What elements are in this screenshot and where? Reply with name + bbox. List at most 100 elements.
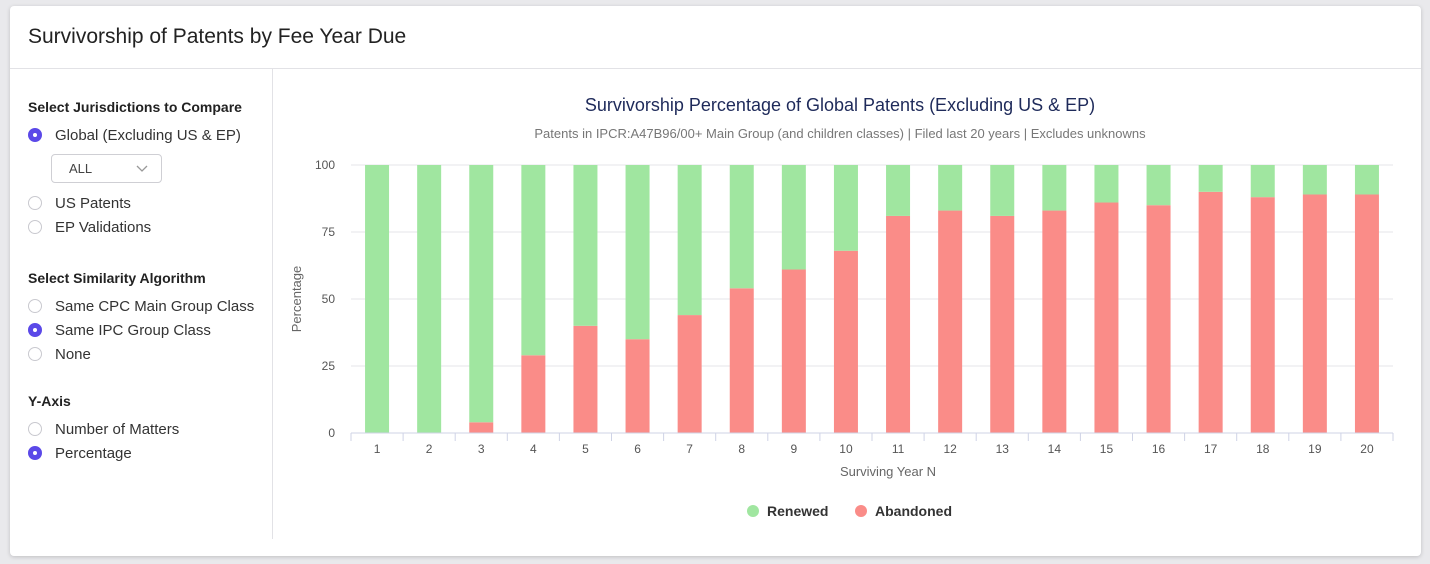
bar-abandoned xyxy=(521,355,546,433)
x-tick-label: 9 xyxy=(791,442,798,456)
bar-abandoned xyxy=(1042,210,1067,433)
y-tick-label: 25 xyxy=(322,359,336,373)
x-tick-label: 6 xyxy=(634,442,641,456)
yaxis-option-matters[interactable]: Number of Matters xyxy=(28,417,179,441)
x-tick-label: 10 xyxy=(839,442,853,456)
yaxis-option-percentage[interactable]: Percentage xyxy=(28,441,179,465)
bar-renewed xyxy=(1146,165,1171,206)
stacked-bar-chart: Survivorship Percentage of Global Patent… xyxy=(289,95,1394,519)
x-tick-label: 13 xyxy=(996,442,1010,456)
jurisdiction-option-label: US Patents xyxy=(55,194,131,212)
bar-renewed xyxy=(365,165,390,433)
y-tick-labels: 0 25 50 75 100 xyxy=(315,158,335,440)
x-tick-label: 20 xyxy=(1360,442,1374,456)
yaxis-group-title: Y-Axis xyxy=(28,393,71,409)
algorithm-option-label: Same IPC Group Class xyxy=(55,321,211,339)
jurisdiction-option-ep[interactable]: EP Validations xyxy=(28,215,242,239)
legend-swatch-renewed xyxy=(747,505,759,517)
bar-abandoned xyxy=(729,288,754,433)
bar-renewed xyxy=(990,165,1015,216)
chart-legend: Renewed Abandoned xyxy=(747,503,952,519)
algorithm-option-none[interactable]: None xyxy=(28,342,254,366)
algorithm-option-label: None xyxy=(55,345,91,363)
bars xyxy=(365,165,1379,433)
bar-abandoned xyxy=(1198,191,1223,433)
bar-renewed xyxy=(625,165,650,340)
bar-renewed xyxy=(417,165,442,433)
bar-abandoned xyxy=(677,315,702,433)
bar-renewed xyxy=(1354,165,1379,195)
survivorship-card: Survivorship of Patents by Fee Year Due … xyxy=(10,6,1421,556)
bar-abandoned xyxy=(573,325,598,433)
bar-abandoned xyxy=(1354,194,1379,433)
y-tick-label: 75 xyxy=(322,225,336,239)
algorithm-group-title: Select Similarity Algorithm xyxy=(28,270,206,286)
x-tick-label: 4 xyxy=(530,442,537,456)
bar-abandoned xyxy=(1146,205,1171,433)
yaxis-option-label: Percentage xyxy=(55,444,132,462)
bar-renewed xyxy=(729,165,754,289)
yaxis-group: Y-Axis Number of Matters Percentage xyxy=(28,393,179,465)
jurisdiction-group-title: Select Jurisdictions to Compare xyxy=(28,99,242,115)
bar-renewed xyxy=(521,165,546,356)
algorithm-option-ipc[interactable]: Same IPC Group Class xyxy=(28,318,254,342)
bar-abandoned xyxy=(625,339,650,433)
radio-button[interactable] xyxy=(28,446,42,460)
bar-abandoned xyxy=(469,422,494,433)
bar-renewed xyxy=(938,165,963,211)
x-tick-label: 5 xyxy=(582,442,589,456)
y-axis-title: Percentage xyxy=(289,266,304,333)
bar-abandoned xyxy=(938,210,963,433)
radio-button[interactable] xyxy=(28,196,42,210)
legend-swatch-abandoned xyxy=(855,505,867,517)
x-axis-title: Surviving Year N xyxy=(840,464,936,479)
radio-button[interactable] xyxy=(28,422,42,436)
radio-button[interactable] xyxy=(28,128,42,142)
algorithm-group: Select Similarity Algorithm Same CPC Mai… xyxy=(28,270,254,366)
x-tick-label: 7 xyxy=(686,442,693,456)
radio-button[interactable] xyxy=(28,347,42,361)
x-tick-label: 11 xyxy=(892,442,905,456)
x-tick-label: 18 xyxy=(1256,442,1270,456)
jurisdiction-option-us[interactable]: US Patents xyxy=(28,191,242,215)
jurisdiction-select-value: ALL xyxy=(69,161,93,176)
bar-renewed xyxy=(1302,165,1327,195)
x-tick-label: 14 xyxy=(1048,442,1062,456)
jurisdiction-select[interactable]: ALL xyxy=(51,154,162,183)
page-title: Survivorship of Patents by Fee Year Due xyxy=(28,25,407,48)
jurisdiction-group: Select Jurisdictions to Compare Global (… xyxy=(28,99,242,239)
legend-item-abandoned[interactable]: Abandoned xyxy=(855,503,952,519)
legend-item-renewed[interactable]: Renewed xyxy=(747,503,828,519)
x-tick-label: 16 xyxy=(1152,442,1166,456)
radio-button[interactable] xyxy=(28,299,42,313)
algorithm-option-cpc[interactable]: Same CPC Main Group Class xyxy=(28,294,254,318)
algorithm-option-label: Same CPC Main Group Class xyxy=(55,297,255,315)
bar-renewed xyxy=(1094,165,1119,203)
y-tick-label: 0 xyxy=(328,426,335,440)
bar-renewed xyxy=(886,165,911,216)
bar-renewed xyxy=(1250,165,1275,198)
jurisdiction-option-label: EP Validations xyxy=(55,218,152,236)
x-axis: 1 2 3 4 5 6 7 8 9 10 11 12 13 14 15 16 17 18 19 20 xyxy=(350,432,1394,456)
legend-label-abandoned: Abandoned xyxy=(875,503,952,519)
grid-lines xyxy=(351,164,1393,434)
radio-button[interactable] xyxy=(28,323,42,337)
chevron-down-icon xyxy=(136,165,148,172)
card-header: Survivorship of Patents by Fee Year Due xyxy=(10,6,1421,69)
bar-abandoned xyxy=(781,269,806,433)
bar-abandoned xyxy=(833,250,858,433)
jurisdiction-option-global[interactable]: Global (Excluding US & EP) xyxy=(28,123,242,147)
filter-sidebar: Select Jurisdictions to Compare Global (… xyxy=(10,69,273,539)
chart-subtitle: Patents in IPCR:A47B96/00+ Main Group (a… xyxy=(534,126,1146,141)
bar-abandoned xyxy=(1302,194,1327,433)
chart-area: Survivorship Percentage of Global Patent… xyxy=(273,69,1421,556)
jurisdiction-option-label: Global (Excluding US & EP) xyxy=(55,126,241,144)
legend-label-renewed: Renewed xyxy=(767,503,828,519)
bar-renewed xyxy=(1042,165,1067,211)
bar-renewed xyxy=(573,165,598,326)
x-tick-label: 19 xyxy=(1308,442,1322,456)
radio-button[interactable] xyxy=(28,220,42,234)
bar-renewed xyxy=(1198,165,1223,192)
x-tick-label: 1 xyxy=(374,442,381,456)
x-tick-label: 2 xyxy=(426,442,433,456)
